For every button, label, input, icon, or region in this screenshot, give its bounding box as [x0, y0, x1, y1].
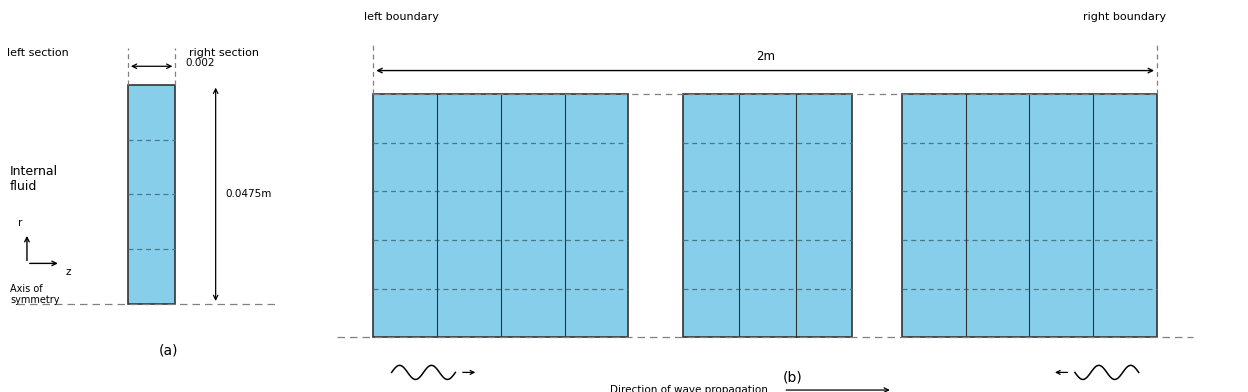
Text: left section: left section: [6, 48, 69, 58]
Text: left boundary: left boundary: [364, 12, 439, 22]
Text: r: r: [17, 218, 22, 228]
Bar: [373, 94, 629, 337]
Text: z: z: [66, 267, 71, 277]
Text: right boundary: right boundary: [1083, 12, 1166, 22]
Text: Axis of
symmetry: Axis of symmetry: [10, 283, 60, 305]
Text: (b): (b): [782, 370, 802, 384]
Bar: [683, 94, 851, 337]
Text: 0.002: 0.002: [186, 58, 215, 68]
Text: right section: right section: [188, 48, 258, 58]
Text: 0.0475m: 0.0475m: [226, 189, 272, 199]
Bar: [129, 85, 175, 304]
Text: Internal
fluid: Internal fluid: [10, 165, 59, 193]
Text: 2m: 2m: [755, 50, 775, 63]
Bar: [902, 94, 1157, 337]
Text: (a): (a): [158, 344, 178, 358]
Text: Direction of wave propagation: Direction of wave propagation: [610, 385, 774, 392]
